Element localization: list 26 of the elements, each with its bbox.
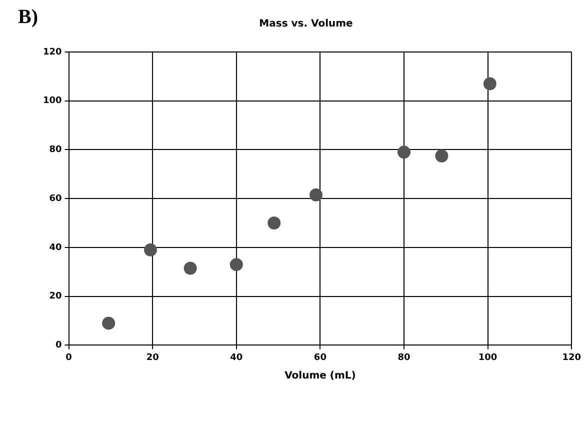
x-tick-label: 120 xyxy=(562,352,582,363)
point xyxy=(483,77,496,90)
y-tick-label: 80 xyxy=(49,145,62,156)
point xyxy=(310,188,323,202)
x-tick-label: 80 xyxy=(398,352,410,363)
x-tick-label: 0 xyxy=(66,352,72,363)
point xyxy=(102,316,116,330)
point xyxy=(435,149,448,162)
point xyxy=(184,262,197,275)
y-tick-label: 0 xyxy=(56,340,62,351)
x-tick-label: 20 xyxy=(146,352,159,363)
point xyxy=(398,146,410,159)
x-tick-label: 40 xyxy=(230,352,243,363)
y-tick-label: 120 xyxy=(42,47,62,58)
point xyxy=(144,243,157,256)
x-tick-label: 100 xyxy=(478,352,498,363)
x-tick-label: 60 xyxy=(314,352,326,363)
text: B) xyxy=(18,6,38,28)
y-tick-label: 60 xyxy=(49,194,62,204)
point xyxy=(268,216,281,230)
point xyxy=(230,258,243,272)
y-tick-label: 40 xyxy=(49,242,62,253)
y-tick-label: 100 xyxy=(42,96,62,106)
chart-title: Mass vs. Volume xyxy=(259,18,354,30)
y-tick-label: 20 xyxy=(49,292,62,302)
x-axis-title: Volume (mL) xyxy=(284,370,356,382)
